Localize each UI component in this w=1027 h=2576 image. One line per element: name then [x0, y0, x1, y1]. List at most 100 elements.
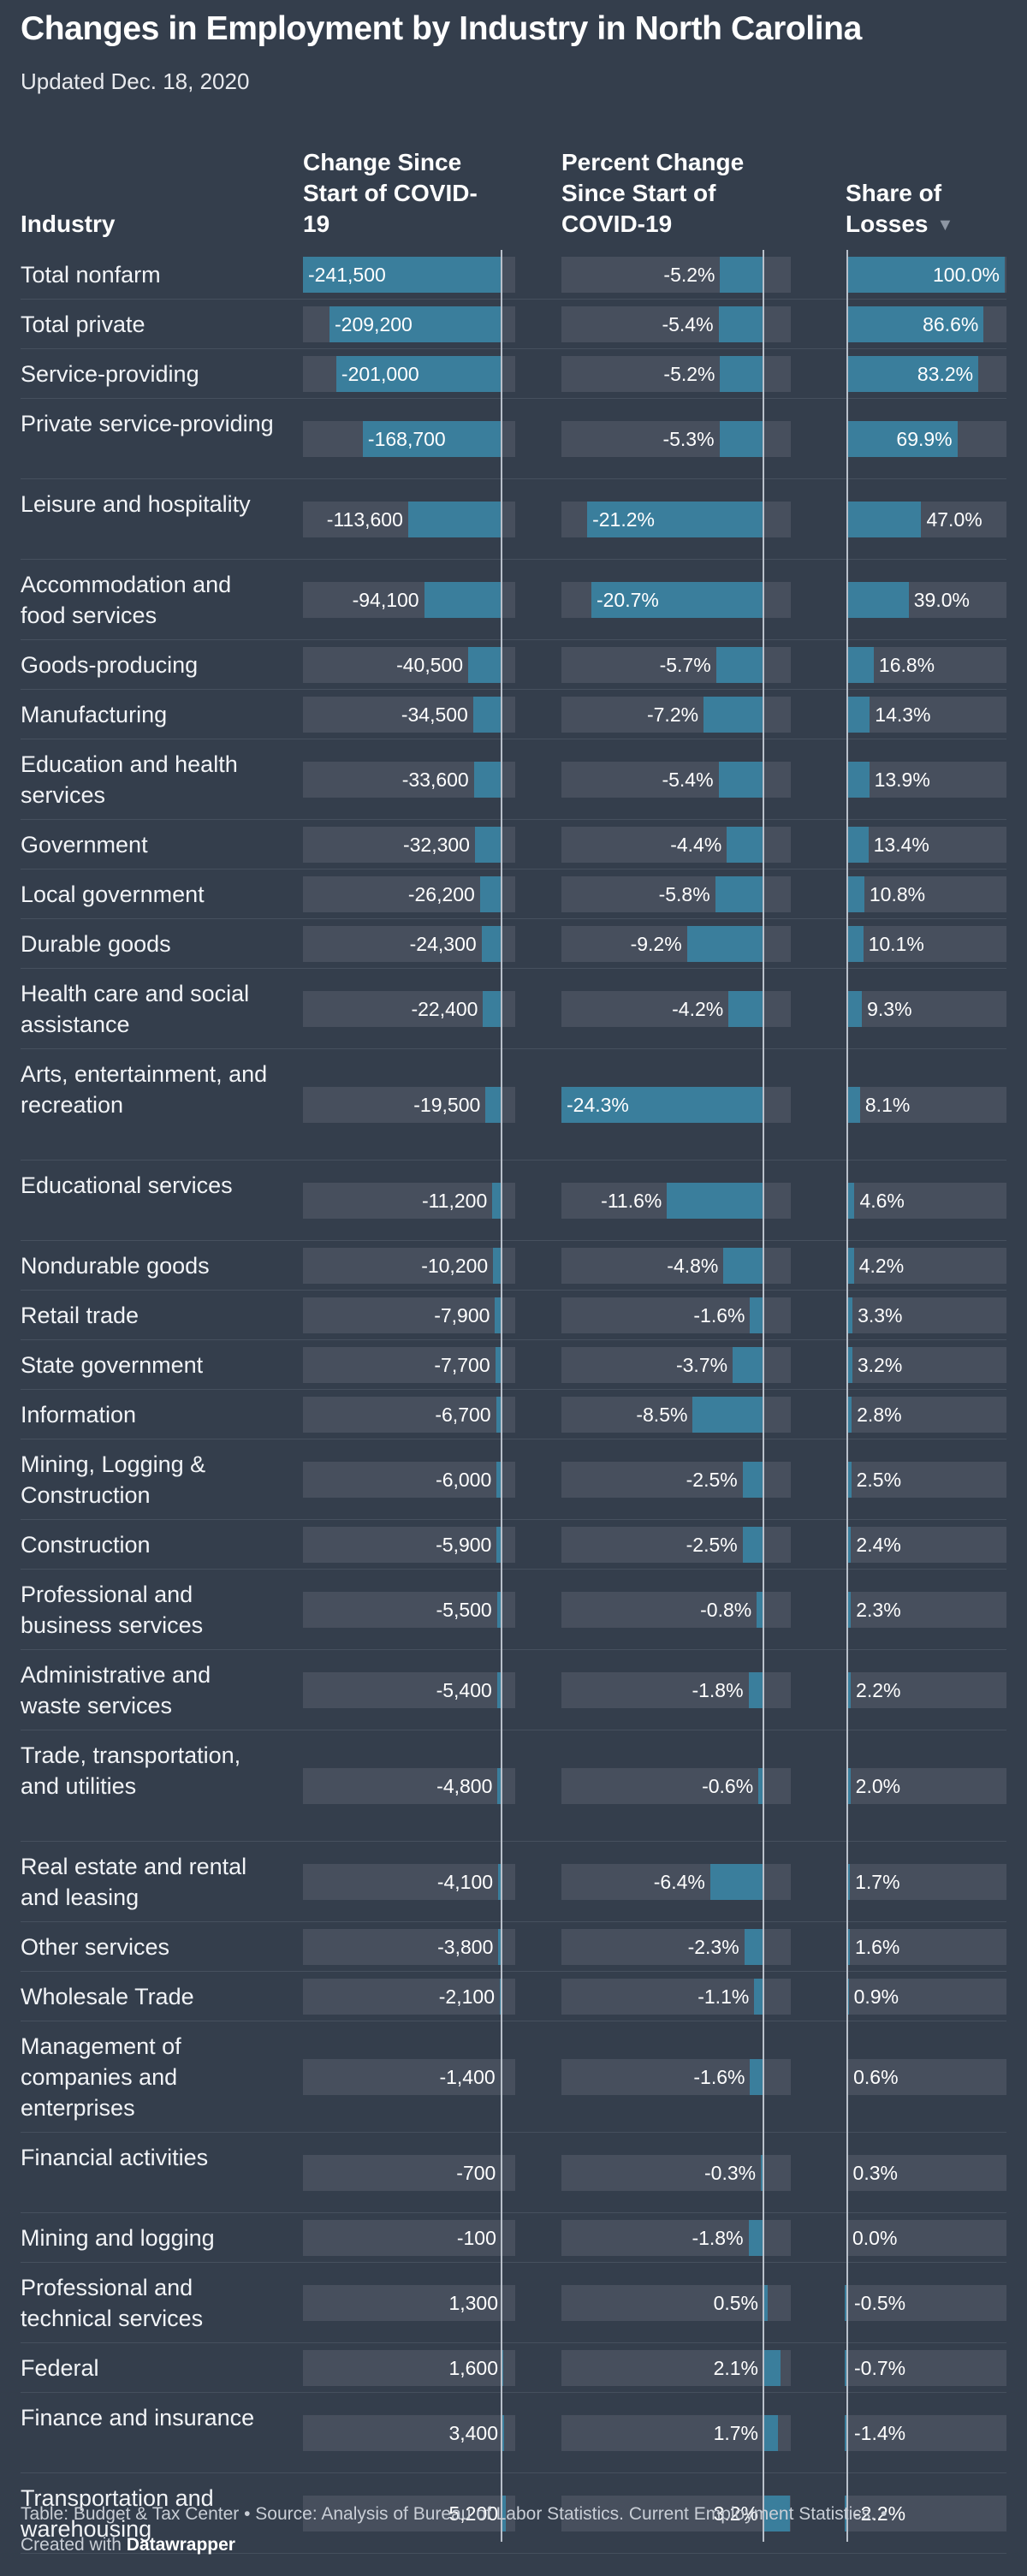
industry-label: Retail trade — [21, 1303, 140, 1328]
column-header-percent-change[interactable]: Percent Change Since Start of COVID-19 — [561, 149, 745, 237]
percent-change-bar — [703, 697, 763, 733]
change-value: -40,500 — [396, 654, 464, 676]
industry-label: Construction — [21, 1532, 151, 1558]
change-track: -4,800 — [303, 1768, 515, 1804]
share-of-losses-track: 2.3% — [847, 1592, 1006, 1628]
change-bar — [483, 991, 502, 1027]
change-bar — [407, 502, 502, 537]
percent-change-bar — [686, 926, 763, 962]
share-header-label: Share of Losses — [846, 180, 942, 237]
percent-change-bar — [763, 2285, 768, 2321]
change-track: -40,500 — [303, 647, 515, 683]
change-value: -22,400 — [411, 998, 478, 1020]
share-of-losses-bar — [847, 991, 863, 1027]
industry-label: Mining, Logging & Construction — [21, 1451, 206, 1508]
change-bar — [479, 876, 502, 912]
percent-change-track: -0.3% — [561, 2155, 791, 2191]
percent-change-track: -7.2% — [561, 697, 791, 733]
percent-change-track: -11.6% — [561, 1183, 791, 1219]
change-track: -11,200 — [303, 1183, 515, 1219]
industry-label: Real estate and rental and leasing — [21, 1854, 247, 1910]
share-negative-tick — [845, 2285, 846, 2321]
table-row: Health care and social assistance -22,400… — [21, 969, 1006, 1049]
change-bar — [473, 762, 502, 798]
change-value: -1,400 — [439, 2066, 496, 2088]
percent-change-value: -0.8% — [700, 1599, 752, 1621]
change-value: -19,500 — [413, 1094, 481, 1116]
table-row: Durable goods -24,300 -9.2% 10.1% — [21, 919, 1006, 969]
change-bar — [303, 257, 502, 293]
percent-change-track: -5.4% — [561, 762, 791, 798]
share-of-losses-track: -0.7% — [845, 2350, 1006, 2386]
column-header-share-of-losses[interactable]: Share of Losses ▼ — [846, 178, 1017, 240]
change-track: -5,500 — [303, 1592, 515, 1628]
industry-label: Total private — [21, 312, 145, 337]
table-row: Goods-producing -40,500 -5.7% 16.8% — [21, 640, 1006, 690]
table-row: Education and health services -33,600 -5.4… — [21, 739, 1006, 820]
percent-change-bar — [757, 1592, 763, 1628]
change-track: -7,700 — [303, 1347, 515, 1383]
percent-change-bar — [754, 1979, 763, 2015]
share-of-losses-value: 1.7% — [855, 1871, 900, 1893]
table-row: Arts, entertainment, and recreation -19,5… — [21, 1049, 1006, 1160]
percent-change-track: -1.1% — [561, 1979, 791, 2015]
percent-change-track: -5.8% — [561, 876, 791, 912]
share-of-losses-value: -2.2% — [854, 2502, 906, 2525]
footer-source: Table: Budget & Tax Center • Source: Ana… — [21, 2504, 887, 2524]
percent-change-bar — [727, 827, 763, 863]
change-track: 5,200 — [303, 2496, 515, 2531]
share-of-losses-value: 83.2% — [917, 363, 974, 385]
table-row: Trade, transportation, and utilities -4,8… — [21, 1730, 1006, 1842]
percent-change-track: 3.2% — [561, 2496, 791, 2531]
percent-change-value: 1.7% — [713, 2422, 758, 2444]
industry-label: Other services — [21, 1934, 170, 1960]
change-track: -209,200 — [303, 306, 515, 342]
share-of-losses-track: 0.6% — [847, 2059, 1006, 2095]
percent-change-value: -0.3% — [704, 2162, 757, 2184]
change-value: 1,300 — [448, 2292, 498, 2314]
change-track: -241,500 — [303, 257, 515, 293]
percent-change-bar — [723, 1248, 763, 1284]
share-of-losses-track: 47.0% — [847, 502, 1006, 537]
share-of-losses-track: -0.5% — [845, 2285, 1006, 2321]
share-of-losses-track: 8.1% — [847, 1087, 1006, 1123]
share-of-losses-value: 3.3% — [858, 1304, 903, 1327]
share-of-losses-value: 0.9% — [853, 1985, 899, 2008]
share-of-losses-track: 16.8% — [847, 647, 1006, 683]
share-of-losses-bar — [847, 1768, 851, 1804]
change-bar — [424, 582, 502, 618]
percent-change-value: -5.4% — [662, 313, 714, 335]
percent-change-bar — [744, 1929, 763, 1965]
share-of-losses-track: 14.3% — [847, 697, 1006, 733]
change-value: -6,000 — [436, 1469, 492, 1491]
change-track: -19,500 — [303, 1087, 515, 1123]
industry-label: Arts, entertainment, and recreation — [21, 1061, 268, 1118]
percent-change-bar — [758, 1768, 763, 1804]
share-of-losses-value: 2.0% — [855, 1775, 901, 1797]
column-header-change[interactable]: Change Since Start of COVID-19 — [303, 149, 478, 237]
table-row: Administrative and waste services -5,400 -… — [21, 1650, 1006, 1730]
industry-label: Durable goods — [21, 931, 171, 957]
percent-change-value: -5.2% — [663, 264, 715, 286]
share-of-losses-bar — [847, 1347, 852, 1383]
change-value: -5,500 — [436, 1599, 492, 1621]
industry-label: Service-providing — [21, 361, 199, 387]
change-track: 1,300 — [303, 2285, 515, 2321]
share-of-losses-track: 0.3% — [847, 2155, 1006, 2191]
percent-change-bar — [720, 257, 763, 293]
table-row: Mining and logging -100 -1.8% 0.0% — [21, 2213, 1006, 2263]
change-track: -6,000 — [303, 1462, 515, 1498]
table-row: Wholesale Trade -2,100 -1.1% 0.9% — [21, 1972, 1006, 2021]
industry-label: Management of companies and enterprises — [21, 2033, 181, 2121]
table-row: Professional and technical services 1,300… — [21, 2263, 1006, 2343]
footer-brand-link[interactable]: Datawrapper — [126, 2535, 235, 2555]
industry-label: Nondurable goods — [21, 1253, 210, 1279]
industry-label: Education and health services — [21, 751, 238, 808]
share-of-losses-track: 100.0% — [847, 257, 1006, 293]
change-value: -33,600 — [401, 769, 469, 791]
percent-change-value: -5.2% — [663, 363, 715, 385]
column-header-industry[interactable]: Industry — [21, 211, 116, 237]
percent-change-bar — [748, 2220, 763, 2256]
share-of-losses-bar — [847, 257, 1005, 293]
table-row: Financial activities -700 -0.3% 0.3% — [21, 2133, 1006, 2213]
